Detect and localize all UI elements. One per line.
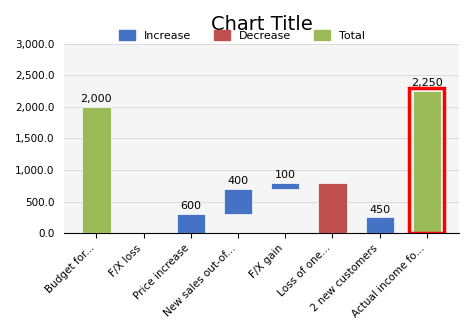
Bar bbox=[224, 189, 252, 214]
Text: -1,000: -1,000 bbox=[0, 333, 1, 334]
Bar bbox=[271, 183, 300, 189]
Bar bbox=[129, 233, 158, 252]
Legend: Increase, Decrease, Total: Increase, Decrease, Total bbox=[115, 27, 368, 44]
Bar bbox=[82, 107, 110, 233]
Text: 2,250: 2,250 bbox=[411, 78, 443, 89]
Text: 450: 450 bbox=[369, 204, 390, 214]
Text: -300: -300 bbox=[0, 333, 1, 334]
Bar bbox=[413, 91, 441, 233]
Text: 600: 600 bbox=[180, 201, 201, 211]
Text: 100: 100 bbox=[275, 170, 296, 180]
Bar bbox=[318, 183, 346, 246]
Bar bbox=[177, 214, 205, 252]
Text: 400: 400 bbox=[228, 176, 248, 186]
Title: Chart Title: Chart Title bbox=[211, 15, 312, 34]
Text: 2,000: 2,000 bbox=[81, 94, 112, 104]
Bar bbox=[365, 217, 394, 246]
